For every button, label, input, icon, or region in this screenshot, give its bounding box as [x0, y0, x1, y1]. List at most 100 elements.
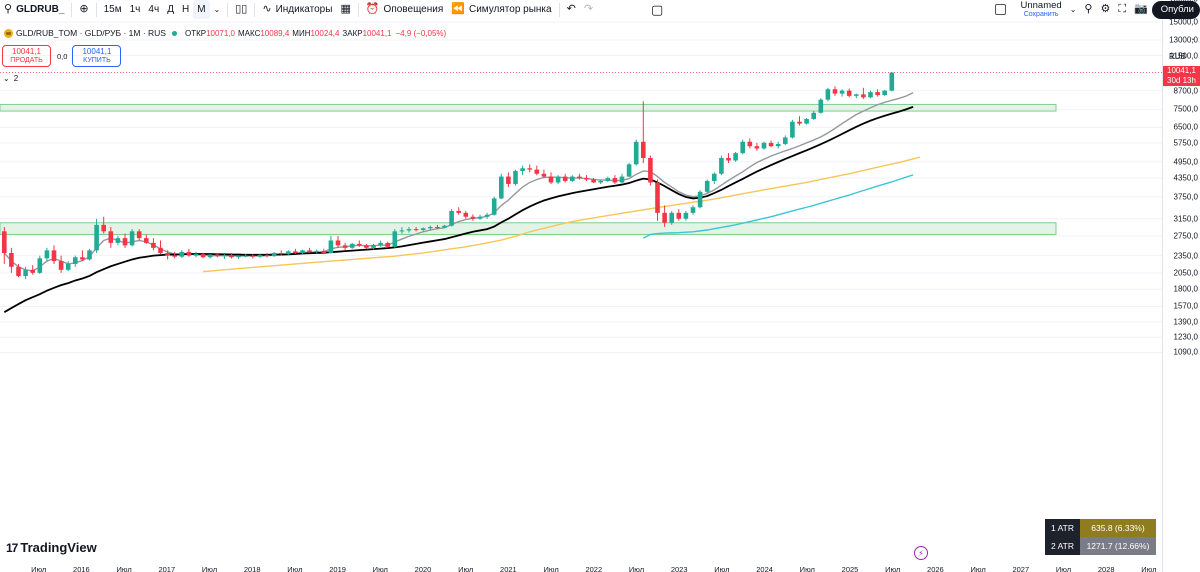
candle-body — [513, 170, 518, 184]
candle-body — [101, 224, 106, 232]
interval-15m[interactable]: 15м — [103, 4, 122, 15]
time-tick-label: 2023 — [670, 565, 688, 572]
candle-body — [598, 180, 603, 183]
symbol-legend: GLD/RUB_TOM · GLD/РУБ · 1M · RUS ОТКР 100… — [4, 28, 446, 38]
interval-month[interactable]: М — [193, 0, 210, 19]
screenshot-button[interactable]: 📷 — [1130, 0, 1152, 19]
trade-buttons: 10041,1 ПРОДАТЬ 0,0 10041,1 КУПИТЬ — [2, 45, 122, 67]
price-tick-label: 2750,0 — [1173, 231, 1198, 241]
candle-body — [264, 255, 270, 257]
candle-body — [200, 254, 206, 258]
indicators-label: Индикаторы — [275, 4, 333, 15]
tradingview-logo[interactable]: 17 TradingView — [6, 540, 97, 555]
candle-body — [534, 169, 540, 174]
time-tick-label: 2017 — [158, 565, 176, 572]
interval-day[interactable]: Д — [167, 4, 174, 15]
indicators-count: 2 — [13, 74, 19, 83]
lightning-icon[interactable]: ⚡ — [914, 546, 928, 560]
fullscreen-button[interactable]: ⛶ — [1114, 0, 1130, 19]
change-value: −4,9 (−0,05%) — [395, 28, 447, 38]
candle-body — [825, 89, 831, 100]
candle-body — [122, 238, 128, 246]
time-tick-label: 2024 — [756, 565, 773, 572]
interval-week[interactable]: Н — [181, 4, 190, 15]
compare-button[interactable]: ⊕ — [75, 0, 92, 19]
save-status: Сохранить — [1023, 10, 1059, 18]
candle-body — [662, 212, 667, 223]
candle-body — [612, 178, 618, 183]
candle-body — [570, 176, 575, 181]
toolbar-divider — [357, 2, 359, 17]
moving-average-line — [3, 106, 914, 313]
time-tick-label: Июл — [970, 565, 986, 572]
candle-body — [9, 252, 14, 267]
layout-icon: ▢ — [651, 2, 664, 17]
chevron-down-icon: ⌄ — [3, 74, 10, 83]
price-tick-label: 4350,0 — [1173, 173, 1198, 183]
time-tick-label: Июл — [31, 565, 47, 572]
candle-body — [399, 230, 405, 232]
open-value: 10071,0 — [206, 28, 235, 38]
templates-button[interactable]: ▦ — [336, 0, 354, 19]
toolbar-divider — [95, 2, 97, 17]
price-axis[interactable]: RUB ⌄ 21000,018000,015000,013000,011500,… — [1162, 0, 1200, 572]
time-tick-label: Июл — [458, 565, 474, 572]
candle-body — [761, 142, 767, 149]
candle-body — [811, 112, 816, 119]
alerts-button[interactable]: ⏰ Оповещения — [362, 0, 447, 19]
price-tick-label: 1800,0 — [1173, 284, 1198, 294]
candle-body — [733, 153, 738, 161]
candle-body — [676, 212, 682, 219]
layout-select-button[interactable]: ▢ — [647, 0, 667, 19]
support-zone — [0, 222, 1057, 235]
redo-button: ↷ — [580, 0, 597, 19]
candle-body — [357, 243, 362, 246]
buy-label: КУПИТЬ — [83, 56, 111, 64]
interval-dropdown[interactable]: ⌄ — [210, 0, 225, 19]
candle-body — [271, 252, 277, 257]
chart-pane[interactable] — [0, 20, 1162, 572]
quick-search-button[interactable]: ⚲ — [1080, 0, 1096, 19]
buy-button[interactable]: 10041,1 КУПИТЬ — [72, 45, 122, 67]
symbol-search-button[interactable]: ⚲ GLDRUB_ — [0, 0, 68, 19]
layout-name-button[interactable]: Unnamed Сохранить — [1020, 1, 1061, 18]
symbol-title[interactable]: GLD/RUB_TOM · GLD/РУБ · 1M · RUS — [16, 28, 166, 38]
candle-body — [16, 266, 21, 276]
settings-button[interactable]: ⚙ — [1096, 0, 1114, 19]
close-value: 10041,1 — [362, 28, 392, 38]
candle-body — [783, 137, 788, 144]
candle-body — [215, 254, 220, 257]
candle-body — [541, 173, 547, 177]
interval-1h[interactable]: 1ч — [129, 4, 141, 15]
candle-body — [293, 251, 298, 253]
chart-canvas[interactable] — [0, 20, 1162, 572]
price-tick-label: 3750,0 — [1173, 192, 1198, 202]
candle-body — [747, 141, 753, 147]
sell-button[interactable]: 10041,1 ПРОДАТЬ — [2, 45, 51, 67]
indicators-collapse-toggle[interactable]: ⌄ 2 — [3, 74, 18, 83]
indicators-button[interactable]: ∿ Индикаторы — [258, 0, 336, 19]
candle-body — [648, 157, 653, 183]
layout-checkbox[interactable] — [995, 4, 1007, 15]
tradingview-mark-icon: 17 — [6, 540, 18, 555]
chart-type-button[interactable]: ▯▯ — [231, 0, 251, 19]
currency-label[interactable]: RUB — [1169, 52, 1186, 61]
time-tick-label: 2018 — [243, 565, 261, 572]
candle-body — [882, 90, 887, 96]
candle-body — [44, 250, 50, 259]
replay-button[interactable]: ⏪ Симулятор рынка — [447, 0, 555, 19]
candle-body — [186, 251, 192, 256]
time-tick-label: Июл — [628, 565, 645, 572]
search-settings-icon: ⚲ — [1084, 3, 1093, 15]
publish-button[interactable]: Опубли — [1151, 0, 1200, 19]
price-tick-label: 3150,0 — [1173, 214, 1198, 224]
candle-body — [115, 238, 121, 243]
interval-4h[interactable]: 4ч — [148, 4, 160, 15]
layout-dropdown[interactable]: ⌄ — [1066, 0, 1081, 19]
candle-body — [875, 92, 880, 96]
undo-button[interactable]: ↶ — [563, 0, 580, 19]
candle-body — [449, 210, 454, 226]
candle-body — [797, 121, 802, 124]
candle-body — [818, 99, 824, 113]
candle-body — [690, 207, 696, 213]
